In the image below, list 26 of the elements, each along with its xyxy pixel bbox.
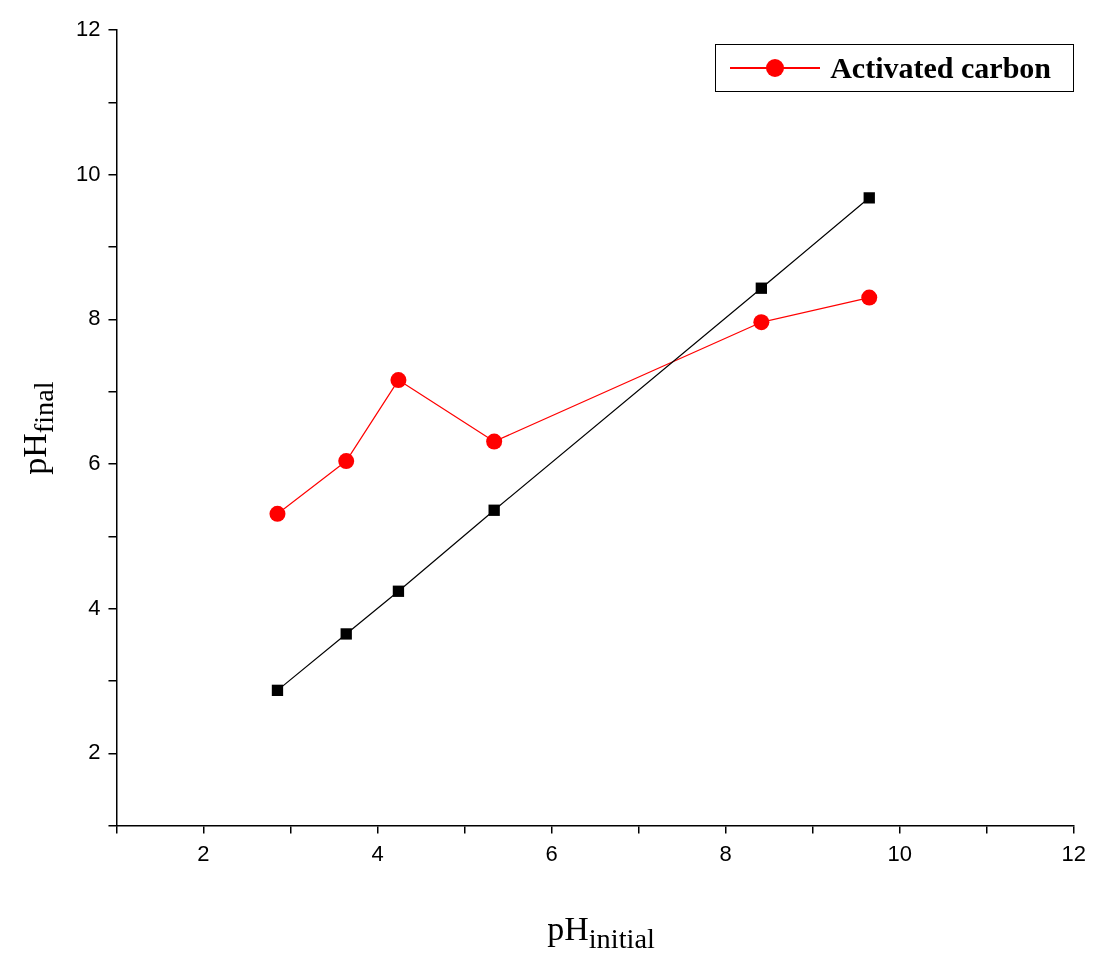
x-tick-label: 12 bbox=[1061, 840, 1087, 866]
point bbox=[486, 433, 503, 450]
x-tick-label: 4 bbox=[371, 840, 384, 866]
point bbox=[390, 372, 407, 389]
y-tick-label: 10 bbox=[75, 160, 101, 186]
x-axis-title: pH$_{initial}$ bbox=[546, 910, 656, 954]
x-tick-label: 10 bbox=[887, 840, 912, 866]
y-tick-label: 12 bbox=[75, 16, 101, 42]
x-tick-label: 2 bbox=[197, 840, 210, 866]
point bbox=[340, 628, 352, 640]
point bbox=[269, 505, 286, 522]
point bbox=[338, 453, 355, 470]
y-tick-label: 4 bbox=[88, 594, 101, 620]
y-tick-label: 8 bbox=[88, 305, 101, 331]
y-tick-label: 2 bbox=[88, 739, 101, 765]
legend-label: Activated carbon bbox=[830, 51, 1051, 85]
point bbox=[753, 314, 770, 331]
point bbox=[488, 504, 500, 516]
x-tick-label: 8 bbox=[719, 840, 732, 866]
point bbox=[861, 289, 878, 306]
point bbox=[755, 282, 767, 294]
x-tick-label: 6 bbox=[545, 840, 558, 866]
point bbox=[271, 684, 284, 697]
y-tick-label: 6 bbox=[88, 450, 101, 476]
point bbox=[863, 192, 875, 204]
point bbox=[392, 585, 405, 597]
